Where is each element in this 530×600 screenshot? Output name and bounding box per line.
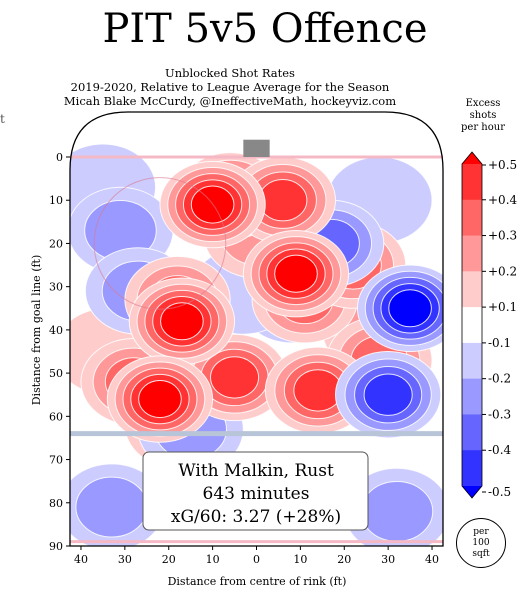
colorbar: +0.5 +0.4 +0.3 +0.2 +0.1 -0.1 -0.2 -0.3 -0.4 -0.5	[461, 151, 518, 499]
heatmap-contour	[363, 373, 413, 416]
colorbar-segment	[462, 271, 482, 308]
colorbar-tick-label: +0.5	[488, 158, 517, 172]
legend-title-line-2: shots	[469, 110, 497, 121]
goal-net	[243, 139, 270, 157]
colorbar-segment	[462, 450, 482, 487]
info-line-3: xG/60: 3.27 (+28%)	[171, 507, 341, 527]
subtitle-line-1: Unblocked Shot Rates	[165, 66, 295, 80]
per-area-badge: per 100 sqft	[456, 518, 506, 568]
colorbar-segment	[462, 164, 482, 201]
colorbar-segment	[462, 199, 482, 237]
x-tick-label: 30	[381, 553, 395, 566]
y-tick-label: 60	[49, 410, 63, 423]
x-tick-label: 40	[425, 553, 439, 566]
colorbar-tick-label: -0.3	[488, 407, 511, 421]
rink-boundary	[69, 111, 444, 547]
colorbar-tick-label: +0.2	[488, 264, 517, 278]
colorbar-tick-label: -0.4	[488, 443, 512, 457]
colorbar-tick-label: +0.3	[488, 229, 517, 243]
info-line-1: With Malkin, Rust	[178, 461, 334, 481]
heatmap-contour	[293, 369, 343, 412]
heatmap-contour	[360, 480, 434, 542]
colorbar-segment	[462, 342, 482, 380]
y-tick-label: 30	[49, 281, 63, 294]
heatmap-contour	[210, 356, 260, 399]
y-tick-label: 20	[49, 237, 63, 250]
x-tick-label: 40	[74, 553, 88, 566]
y-tick-label: 80	[49, 497, 63, 510]
x-tick-label: 0	[253, 553, 260, 566]
heatmap-contour	[75, 476, 148, 538]
heatmap-contour	[138, 380, 182, 419]
subtitle-line-3: Micah Blake McCurdy, @IneffectiveMath, h…	[63, 94, 397, 108]
legend-title: Excess shots per hour	[448, 98, 518, 134]
heatmap-contour	[258, 179, 308, 222]
per-badge-line-2: 100	[472, 538, 490, 548]
colorbar-tick-label: +0.1	[488, 300, 517, 314]
colorbar-bottom-arrow	[462, 486, 482, 498]
colorbar-segment	[462, 235, 482, 272]
heatmap-contour	[388, 289, 432, 328]
x-tick-label: 10	[206, 553, 220, 566]
heatmap-contour	[160, 302, 204, 341]
y-tick-label: 40	[49, 324, 63, 337]
stray-label: t	[0, 112, 5, 126]
axes: 0 10 20 30 40 50 60 70 80 90 40 30 20 10 0 10 20 30 40	[49, 151, 443, 566]
y-tick-label: 90	[49, 540, 63, 553]
colorbar-tick-label: -0.1	[488, 336, 511, 350]
x-tick-label: 10	[293, 553, 307, 566]
plot-area	[69, 111, 444, 547]
colorbar-tick-label: -0.2	[488, 372, 511, 386]
subtitle-line-2: 2019-2020, Relative to League Average fo…	[70, 80, 390, 94]
colorbar-segment	[462, 414, 482, 451]
y-tick-label: 70	[49, 454, 63, 467]
colorbar-outline	[461, 151, 483, 499]
x-axis-label: Distance from centre of rink (ft)	[168, 575, 347, 588]
colorbar-segment	[462, 378, 482, 415]
faceoff-circle	[93, 177, 227, 310]
y-tick-label: 10	[49, 194, 63, 207]
colorbar-top-arrow	[462, 152, 482, 164]
info-line-2: 643 minutes	[203, 484, 310, 504]
x-tick-label: 20	[337, 553, 351, 566]
chart-title: PIT 5v5 Offence	[102, 6, 428, 52]
heatmap-contour	[274, 254, 318, 293]
colorbar-segment	[462, 307, 482, 344]
legend-title-line-3: per hour	[461, 122, 505, 133]
per-badge-line-1: per	[473, 527, 489, 537]
y-axis-label: Distance from goal line (ft)	[30, 255, 43, 406]
colorbar-tick-label: -0.5	[488, 485, 511, 499]
info-box: With Malkin, Rust 643 minutes xG/60: 3.2…	[142, 451, 369, 531]
per-badge-line-3: sqft	[472, 549, 490, 559]
y-tick-label: 50	[49, 367, 63, 380]
y-tick-label: 0	[56, 151, 63, 164]
colorbar-tick-label: +0.4	[488, 193, 518, 207]
legend-title-line-1: Excess	[465, 98, 501, 109]
x-tick-label: 30	[118, 553, 132, 566]
x-tick-label: 20	[162, 553, 176, 566]
